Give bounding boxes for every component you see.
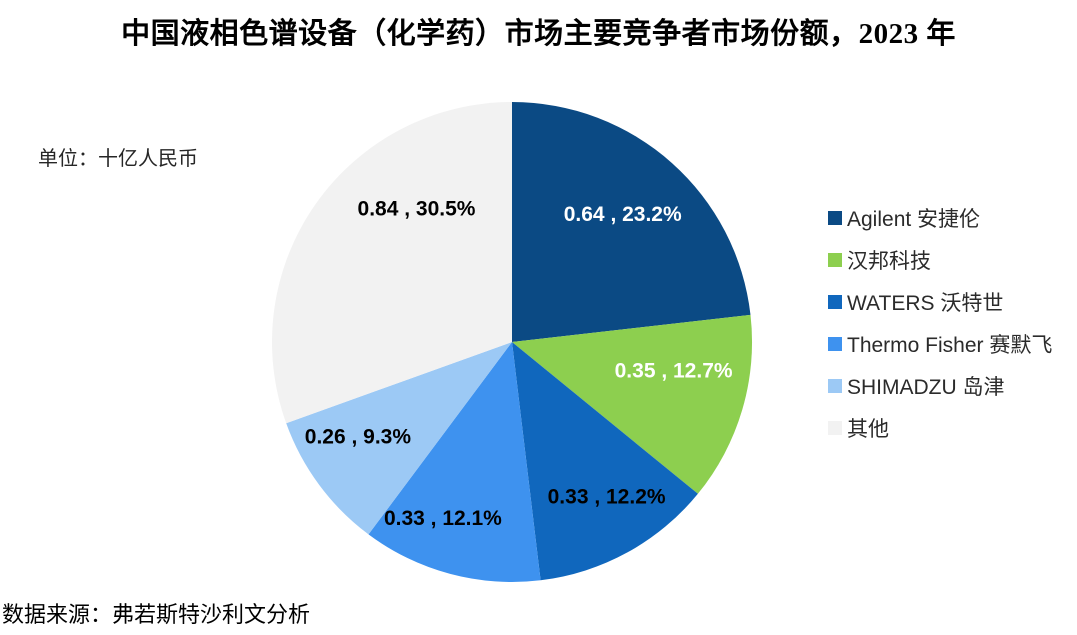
legend-swatch-others [828,421,842,435]
pie-slice-2 [512,342,698,581]
pie-slice-0 [512,102,751,342]
legend-item-agilent: Agilent 安捷伦 [828,206,1052,231]
legend-item-others: 其他 [828,416,1052,441]
legend-item-waters: WATERS 沃特世 [828,290,1052,315]
legend-swatch-shimadzu [828,379,842,393]
legend-label: 其他 [847,418,889,441]
pie-slice-label-2: 0.33 , 12.2% [548,486,666,509]
pie-slice-label-1: 0.35 , 12.7% [615,360,733,383]
legend-label: Thermo Fisher 赛默飞 [847,334,1053,357]
legend: Agilent 安捷伦 汉邦科技 WATERS 沃特世 Thermo Fishe… [828,206,1052,458]
chart-title: 中国液相色谱设备（化学药）市场主要竞争者市场份额，2023 年 [121,18,956,50]
unit-label: 单位：十亿人民币 [38,148,198,170]
legend-swatch-agilent [828,211,842,225]
legend-label: WATERS 沃特世 [847,292,1004,315]
pie-slice-label-3: 0.33 , 12.1% [384,507,502,530]
legend-label: SHIMADZU 岛津 [847,376,1005,399]
legend-swatch-hanbang [828,253,842,267]
legend-item-hanbang: 汉邦科技 [828,248,1052,273]
pie-slice-3 [368,342,541,583]
source-note: 数据来源：弗若斯特沙利文分析 [2,602,311,627]
pie-slice-1 [512,314,753,494]
legend-swatch-thermo-fisher [828,337,842,351]
legend-swatch-waters [828,295,842,309]
pie-slice-5 [272,102,512,424]
legend-item-shimadzu: SHIMADZU 岛津 [828,374,1052,399]
pie-slice-label-5: 0.84 , 30.5% [358,198,476,221]
legend-label: Agilent 安捷伦 [847,208,981,231]
pie-slice-label-4: 0.26 , 9.3% [305,426,412,449]
pie-slice-4 [286,342,512,535]
pie-slice-label-0: 0.64 , 23.2% [564,203,682,226]
legend-label: 汉邦科技 [847,250,931,273]
legend-item-thermo-fisher: Thermo Fisher 赛默飞 [828,332,1053,357]
